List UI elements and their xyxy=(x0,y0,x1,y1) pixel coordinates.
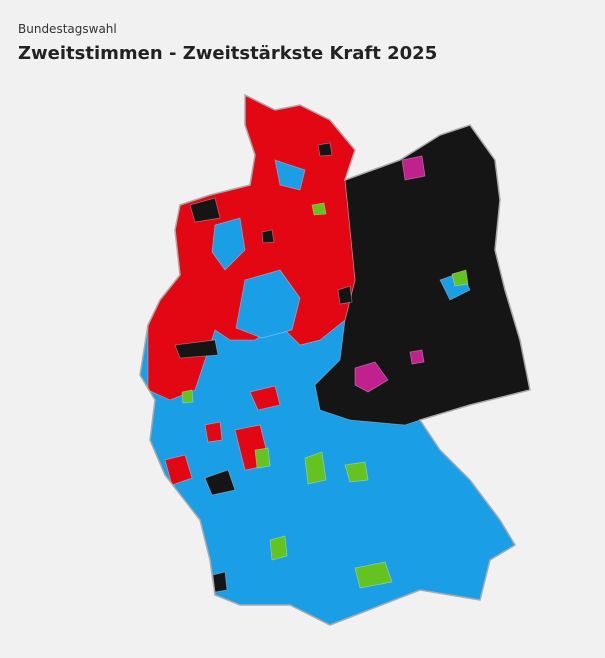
region-black xyxy=(189,197,221,223)
region-black xyxy=(212,571,228,593)
region-green xyxy=(311,202,327,216)
region-pink xyxy=(409,349,425,365)
region-green xyxy=(254,447,271,469)
kicker: Bundestagswahl xyxy=(18,22,117,36)
region-pink xyxy=(401,155,426,181)
region-black xyxy=(261,229,275,244)
region-blue xyxy=(211,217,246,271)
region-black xyxy=(337,285,353,305)
region-red xyxy=(164,454,193,486)
region-red xyxy=(249,385,281,411)
region-green xyxy=(354,561,393,589)
region-green xyxy=(304,451,327,485)
region-black xyxy=(317,142,333,157)
region-green xyxy=(181,389,194,404)
region-green xyxy=(451,269,469,287)
region-black xyxy=(174,339,219,359)
region-black xyxy=(204,469,236,496)
region-red xyxy=(204,421,223,443)
region-pink xyxy=(354,361,389,393)
region-green xyxy=(269,535,288,561)
title: Zweitstimmen - Zweitstärkste Kraft 2025 xyxy=(18,43,438,64)
region-blue xyxy=(274,159,306,191)
country-outline xyxy=(139,93,531,626)
region-blue xyxy=(235,269,301,339)
region-green xyxy=(344,461,369,483)
